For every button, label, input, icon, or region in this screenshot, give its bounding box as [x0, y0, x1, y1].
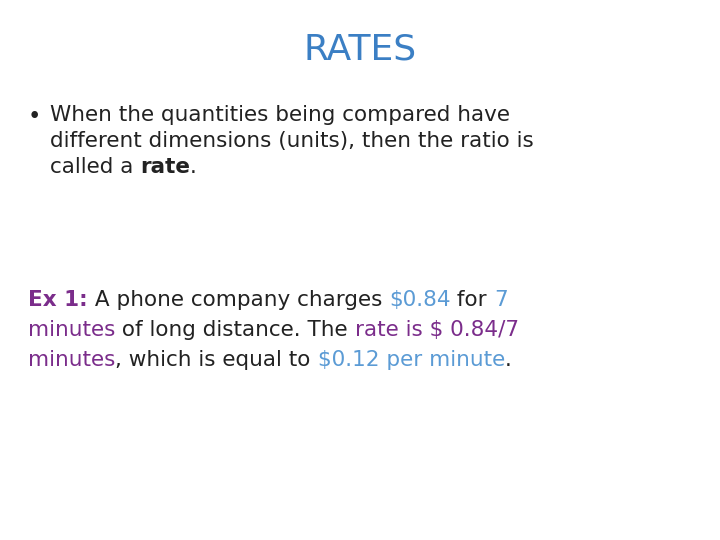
Text: different dimensions (units), then the ratio is: different dimensions (units), then the r… [50, 131, 534, 151]
Text: $0.84: $0.84 [389, 290, 451, 310]
Text: .: . [505, 350, 512, 370]
Text: , which is equal to: , which is equal to [115, 350, 318, 370]
Text: rate: rate [140, 157, 190, 177]
Text: rate is $ 0.84/7: rate is $ 0.84/7 [355, 320, 519, 340]
Text: called a: called a [50, 157, 140, 177]
Text: When the quantities being compared have: When the quantities being compared have [50, 105, 510, 125]
Text: minutes: minutes [28, 320, 115, 340]
Text: 7: 7 [494, 290, 508, 310]
Text: minutes: minutes [28, 350, 115, 370]
Text: of long distance. The: of long distance. The [115, 320, 355, 340]
Text: .: . [190, 157, 197, 177]
Text: A phone company charges: A phone company charges [88, 290, 389, 310]
Text: $0.12 per minute: $0.12 per minute [318, 350, 505, 370]
Text: Ex 1:: Ex 1: [28, 290, 88, 310]
Text: •: • [28, 105, 41, 128]
Text: RATES: RATES [303, 32, 417, 66]
Text: for: for [451, 290, 494, 310]
